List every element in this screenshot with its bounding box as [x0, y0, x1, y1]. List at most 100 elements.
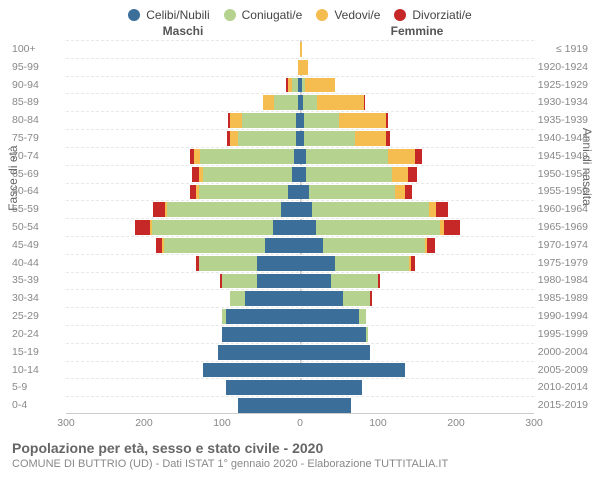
- bar-segment: [395, 185, 404, 200]
- pyramid-row: [66, 378, 534, 396]
- y-right-tick-label: 1965-1969: [534, 218, 588, 236]
- bars-male: [66, 95, 300, 110]
- bars-female: [300, 256, 534, 271]
- bar-segment: [316, 220, 441, 235]
- y-right-tick-label: 1925-1929: [534, 76, 588, 94]
- bar-segment: [364, 95, 366, 110]
- bars-female: [300, 78, 534, 93]
- bars-male: [66, 291, 300, 306]
- bar-segment: [292, 167, 300, 182]
- bar-segment: [300, 345, 370, 360]
- bar-segment: [153, 202, 165, 217]
- bar-segment: [199, 185, 289, 200]
- bar-segment: [265, 238, 300, 253]
- y-right-labels: ≤ 19191920-19241925-19291930-19341935-19…: [534, 40, 588, 414]
- bar-segment: [359, 309, 367, 324]
- y-right-tick-label: 2015-2019: [534, 396, 588, 414]
- x-tick-label: 300: [57, 417, 75, 429]
- y-left-tick-label: 50-54: [12, 218, 66, 236]
- y-right-tick-label: 2000-2004: [534, 343, 588, 361]
- bar-segment: [300, 42, 302, 57]
- bars-female: [300, 185, 534, 200]
- y-right-tick-label: 1970-1974: [534, 236, 588, 254]
- bars-female: [300, 202, 534, 217]
- bar-segment: [281, 202, 300, 217]
- pyramid-row: [66, 76, 534, 94]
- bar-segment: [199, 256, 258, 271]
- bar-segment: [317, 95, 364, 110]
- legend: Celibi/NubiliConiugati/eVedovi/eDivorzia…: [12, 8, 588, 22]
- legend-label: Divorziati/e: [412, 8, 471, 22]
- bar-segment: [245, 291, 300, 306]
- x-tick-label: 200: [135, 417, 153, 429]
- bar-segment: [203, 167, 293, 182]
- bar-segment: [167, 202, 280, 217]
- x-axis: 3002001000100200300: [66, 413, 534, 434]
- bars-male: [66, 363, 300, 378]
- bars-female: [300, 327, 534, 342]
- bar-segment: [257, 256, 300, 271]
- x-tick-label: 0: [297, 417, 303, 429]
- bars-female: [300, 380, 534, 395]
- y-right-tick-label: 1940-1944: [534, 129, 588, 147]
- y-left-tick-label: 60-64: [12, 183, 66, 201]
- bar-segment: [304, 113, 339, 128]
- y-right-tick-label: 1995-1999: [534, 325, 588, 343]
- pyramid-row: [66, 361, 534, 379]
- bars-male: [66, 202, 300, 217]
- bars-female: [300, 131, 534, 146]
- bars-male: [66, 78, 300, 93]
- y-left-tick-label: 85-89: [12, 93, 66, 111]
- pyramid-row: [66, 289, 534, 307]
- y-right-tick-label: 1935-1939: [534, 111, 588, 129]
- chart-subtitle: COMUNE DI BUTTRIO (UD) - Dati ISTAT 1° g…: [12, 458, 588, 470]
- bar-segment: [415, 149, 421, 164]
- bars-male: [66, 256, 300, 271]
- plot-area: Fasce di età Anni di nascita 100+95-9990…: [12, 40, 588, 434]
- gender-right-label: Femmine: [300, 24, 534, 38]
- population-pyramid-chart: Celibi/NubiliConiugati/eVedovi/eDivorzia…: [0, 0, 600, 500]
- bar-segment: [411, 256, 415, 271]
- bar-segment: [306, 149, 388, 164]
- y-right-tick-label: 1985-1989: [534, 289, 588, 307]
- bar-segment: [309, 185, 395, 200]
- y-left-tick-label: 25-29: [12, 307, 66, 325]
- bar-segment: [355, 131, 386, 146]
- pyramid-row: [66, 325, 534, 343]
- bar-segment: [226, 380, 300, 395]
- bar-segment: [392, 167, 408, 182]
- y-left-tick-label: 20-24: [12, 325, 66, 343]
- bar-segment: [386, 131, 390, 146]
- y-left-tick-label: 70-74: [12, 147, 66, 165]
- bars-male: [66, 345, 300, 360]
- bar-segment: [288, 185, 300, 200]
- bar-segment: [164, 238, 265, 253]
- bar-segment: [273, 220, 300, 235]
- bar-segment: [300, 291, 343, 306]
- bar-segment: [388, 149, 415, 164]
- legend-swatch: [394, 9, 406, 21]
- chart-title: Popolazione per età, sesso e stato civil…: [12, 440, 588, 456]
- x-tick-label: 100: [213, 417, 231, 429]
- bar-segment: [343, 291, 370, 306]
- legend-label: Coniugati/e: [242, 8, 303, 22]
- x-tick-label: 200: [447, 417, 465, 429]
- legend-item: Vedovi/e: [316, 8, 380, 22]
- pyramid-rows: [66, 40, 534, 414]
- bar-segment: [405, 185, 413, 200]
- gender-labels: Maschi Femmine: [12, 22, 588, 38]
- bar-segment: [226, 309, 300, 324]
- bars-female: [300, 345, 534, 360]
- pyramid-row: [66, 396, 534, 414]
- bar-segment: [222, 274, 257, 289]
- y-right-tick-label: 1975-1979: [534, 254, 588, 272]
- y-left-tick-label: 75-79: [12, 129, 66, 147]
- bar-segment: [238, 131, 297, 146]
- pyramid-row: [66, 218, 534, 236]
- bar-segment: [312, 202, 429, 217]
- x-tick-label: 100: [369, 417, 387, 429]
- bar-segment: [263, 95, 275, 110]
- pyramid-row: [66, 58, 534, 76]
- bars-female: [300, 42, 534, 57]
- bar-segment: [203, 363, 301, 378]
